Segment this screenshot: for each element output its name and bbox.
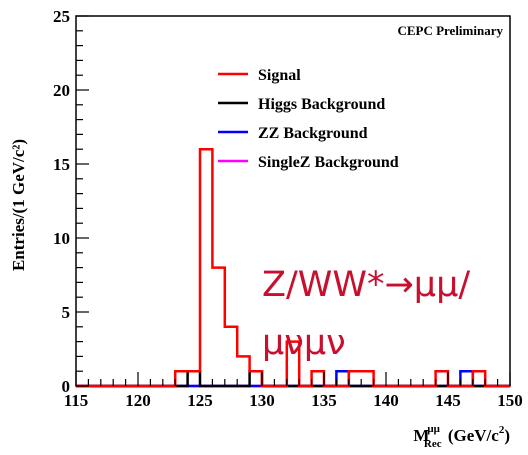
x-tick-label: 120 [125, 391, 151, 410]
y-tick-label: 5 [62, 303, 71, 322]
histogram-higgs-background [76, 369, 510, 388]
overlay-line-2: μνμν [262, 323, 346, 363]
x-tick-label: 115 [64, 391, 89, 410]
histogram-signal [76, 147, 510, 388]
x-axis-title: Mμμ Rec (GeV/c2) [413, 423, 510, 450]
y-tick-label: 25 [53, 7, 70, 26]
legend-entry: ZZ Background [258, 125, 368, 142]
legend-entry: Higgs Background [258, 96, 385, 113]
y-tick-label: 20 [53, 81, 70, 100]
y-tick-label: 10 [53, 229, 70, 248]
x-tick-label: 150 [497, 391, 523, 410]
overlay-line-1: Z/WW*→μμ/ [262, 265, 471, 305]
histogram-zz-background [76, 369, 510, 388]
y-axis-title: Entries/(1 GeV/c²) [9, 139, 28, 271]
x-tick-label: 130 [249, 391, 275, 410]
process-overlay-label: Z/WW*→μμ/ μνμν [262, 256, 524, 372]
x-tick-label: 135 [311, 391, 337, 410]
y-tick-label: 15 [53, 155, 70, 174]
x-tick-label: 145 [435, 391, 461, 410]
x-tick-label: 140 [373, 391, 399, 410]
legend-entry: SingleZ Background [258, 154, 399, 171]
preliminary-label: CEPC Preliminary [397, 23, 503, 38]
y-tick-label: 0 [62, 377, 71, 396]
legend-entry: Signal [258, 67, 301, 84]
x-tick-label: 125 [187, 391, 213, 410]
